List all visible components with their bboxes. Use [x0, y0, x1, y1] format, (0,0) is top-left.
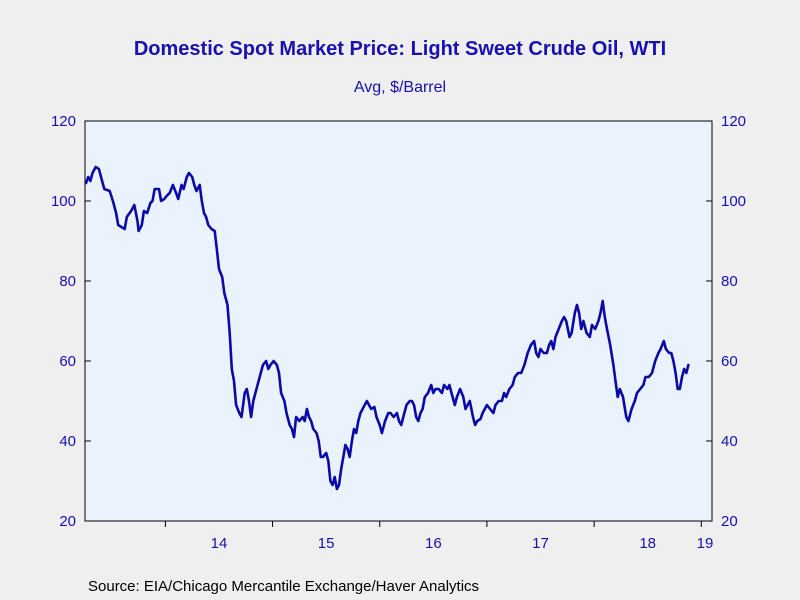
x-tick-label: 15 — [318, 535, 335, 552]
y-tick-label-right: 100 — [721, 193, 746, 210]
x-tick-label: 18 — [639, 535, 656, 552]
plot-frame — [84, 120, 713, 522]
y-tick-label-left: 120 — [51, 113, 76, 130]
x-tick-label: 16 — [425, 535, 442, 552]
y-tick-label-left: 100 — [51, 193, 76, 210]
y-tick-label-right: 20 — [721, 513, 738, 530]
y-tick-label-right: 60 — [721, 353, 738, 370]
chart-subtitle: Avg, $/Barrel — [353, 79, 447, 96]
y-tick-label-right: 80 — [721, 273, 738, 290]
x-tick-label: 17 — [532, 535, 549, 552]
x-tick-label: 14 — [211, 535, 228, 552]
chart-title: Domestic Spot Market Price: Light Sweet … — [133, 38, 667, 60]
y-tick-label-right: 40 — [721, 433, 738, 450]
y-tick-label-left: 80 — [59, 273, 76, 290]
y-tick-label-right: 120 — [721, 113, 746, 130]
chart-source: Source: EIA/Chicago Mercantile Exchange/… — [88, 578, 480, 595]
series-line — [84, 165, 690, 491]
plot-group: 20 20 40 40 60 60 80 80 100 100 120 120 14 15 16 17 18 19 — [51, 113, 746, 552]
x-tick-label: 19 — [697, 535, 714, 552]
y-tick-label-left: 20 — [59, 513, 76, 530]
y-tick-label-left: 60 — [59, 353, 76, 370]
y-tick-label-left: 40 — [59, 433, 76, 450]
